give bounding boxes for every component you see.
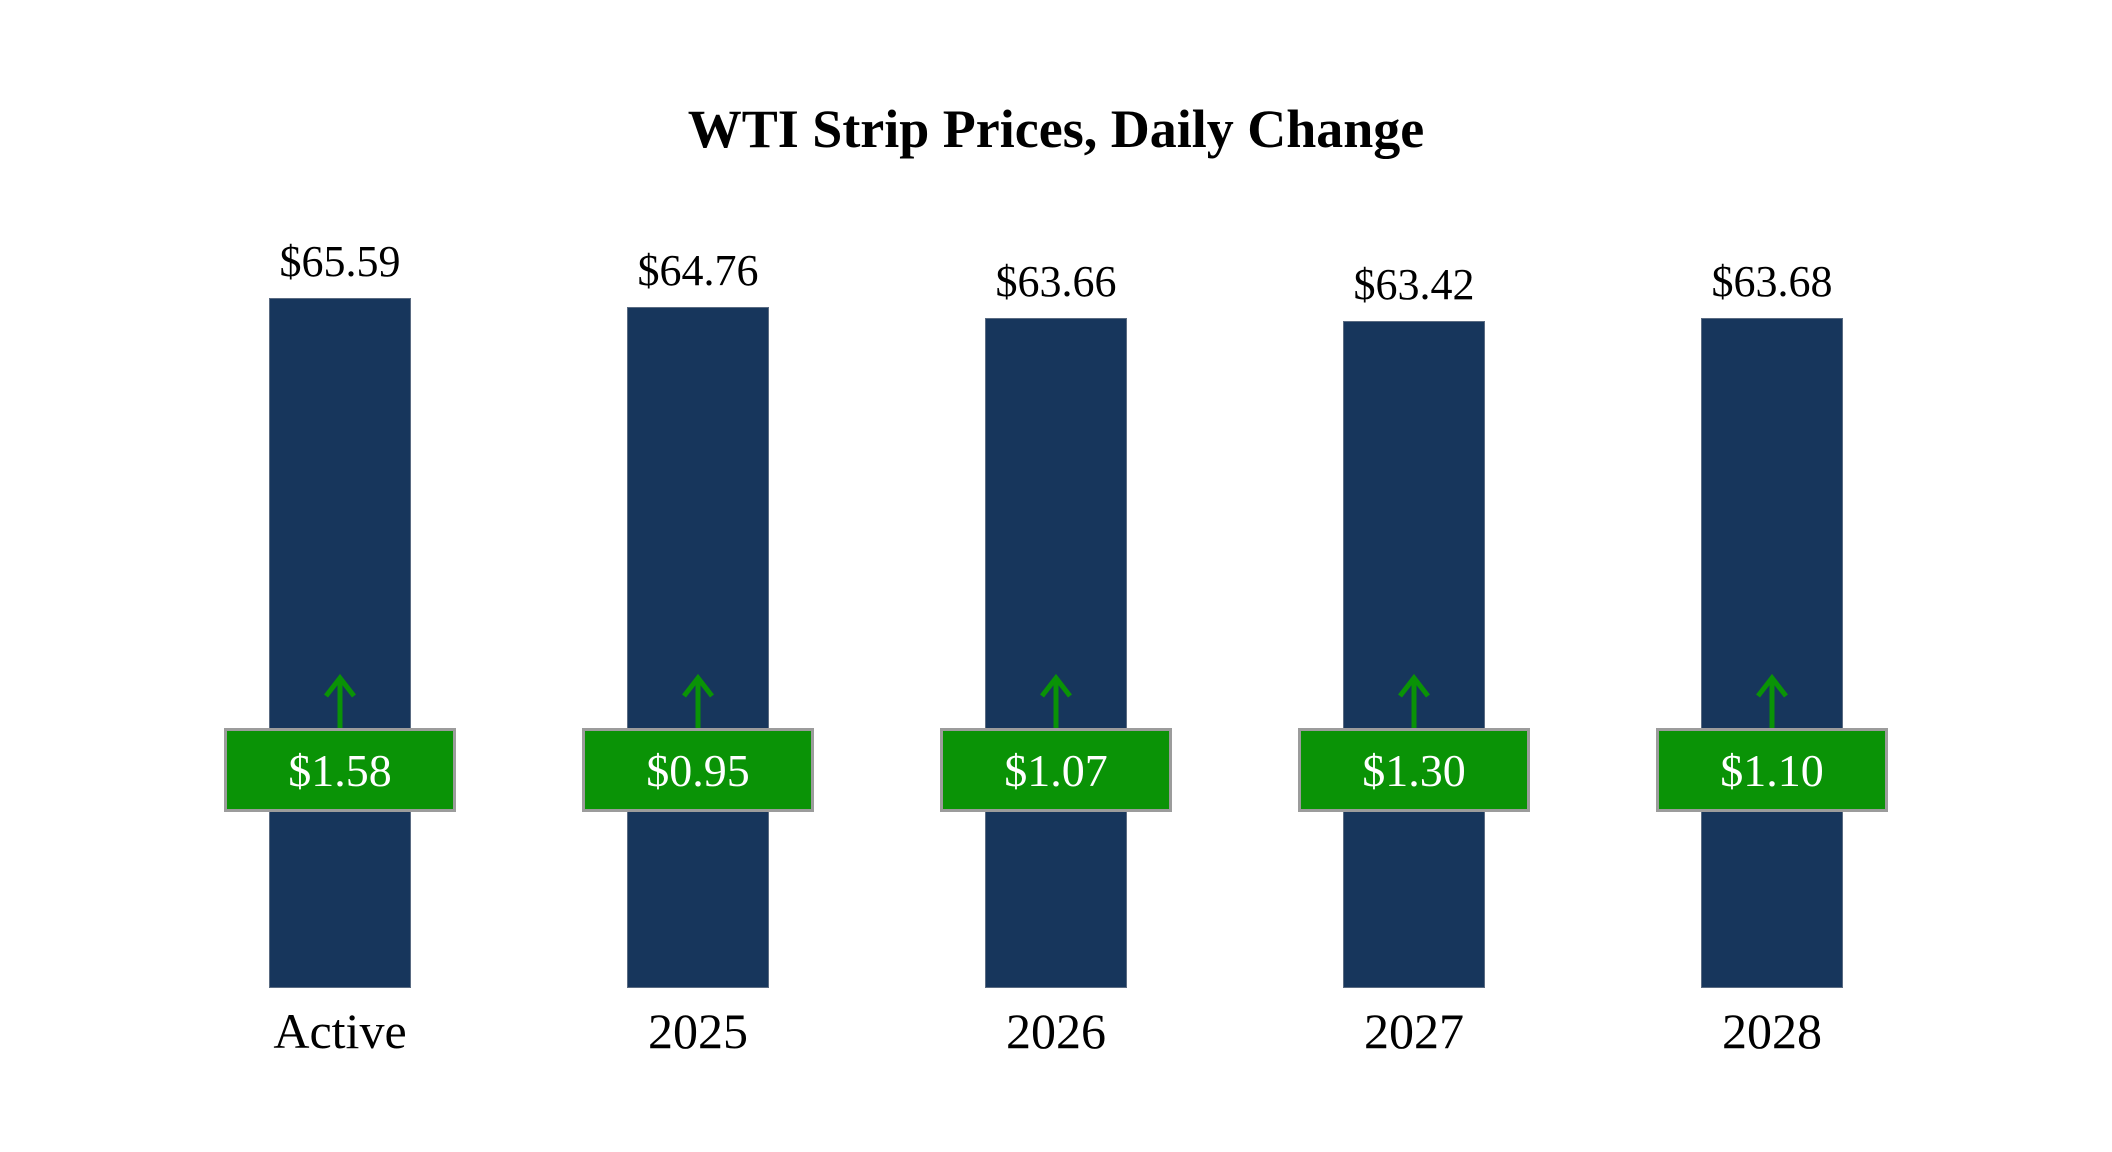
chart-title: WTI Strip Prices, Daily Change (687, 99, 1425, 159)
price-label: $63.68 (1711, 257, 1833, 306)
category-label: Active (273, 1003, 407, 1059)
bar-chart: $65.59 $1.58 Active $64.76 $0.95 2025 (0, 236, 2112, 1060)
daily-change-badge: $1.10 (1656, 728, 1888, 812)
strip-price-bar (269, 298, 411, 988)
bar-column-active: $65.59 $1.58 Active (217, 236, 463, 1060)
daily-change-badge: $1.07 (940, 728, 1172, 812)
category-label: 2026 (1006, 1003, 1106, 1059)
category-label: 2028 (1722, 1003, 1822, 1059)
bar-wrap: $1.07 (940, 318, 1172, 988)
bar-wrap: $1.30 (1298, 321, 1530, 988)
price-label: $63.66 (995, 257, 1117, 306)
daily-change-badge: $1.30 (1298, 728, 1530, 812)
price-label: $65.59 (279, 237, 401, 286)
bar-column-2028: $63.68 $1.10 2028 (1649, 256, 1895, 1060)
price-label: $63.42 (1353, 260, 1475, 309)
strip-price-bar (1343, 321, 1485, 988)
bar-wrap: $1.58 (224, 298, 456, 988)
daily-change-badge: $1.58 (224, 728, 456, 812)
daily-change-badge: $0.95 (582, 728, 814, 812)
bar-column-2027: $63.42 $1.30 2027 (1291, 259, 1537, 1060)
bar-column-2025: $64.76 $0.95 2025 (575, 245, 821, 1060)
strip-price-bar (1701, 318, 1843, 988)
up-arrow-icon (1040, 673, 1072, 728)
bar-column-2026: $63.66 $1.07 2026 (933, 256, 1179, 1060)
category-label: 2027 (1364, 1003, 1464, 1059)
up-arrow-icon (682, 673, 714, 728)
strip-price-bar (985, 318, 1127, 988)
bar-wrap: $1.10 (1656, 318, 1888, 988)
strip-price-bar (627, 307, 769, 988)
bar-wrap: $0.95 (582, 307, 814, 988)
up-arrow-icon (324, 673, 356, 728)
up-arrow-icon (1398, 673, 1430, 728)
category-label: 2025 (648, 1003, 748, 1059)
price-label: $64.76 (637, 246, 759, 295)
up-arrow-icon (1756, 673, 1788, 728)
